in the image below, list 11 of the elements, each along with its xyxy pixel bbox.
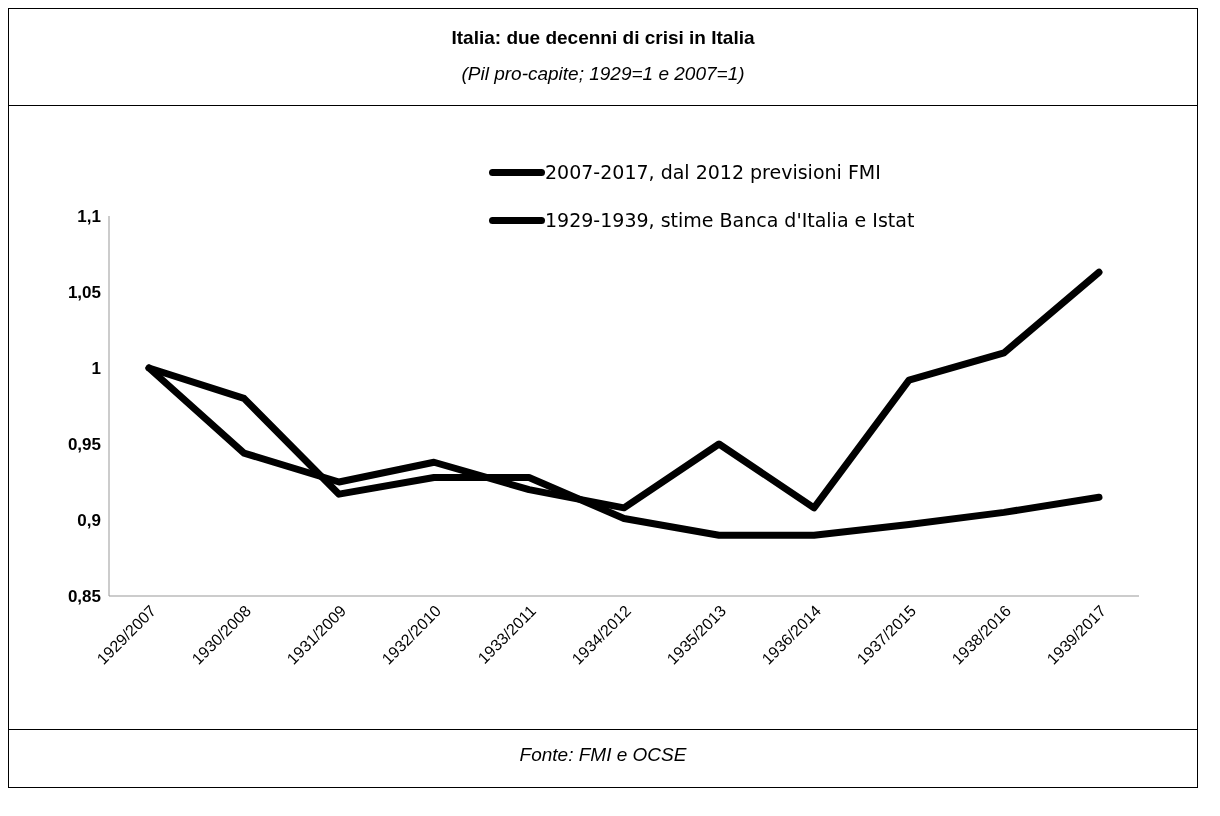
legend-label: 2007-2017, dal 2012 previsioni FMI xyxy=(545,161,881,183)
chart-subtitle: (Pil pro-capite; 1929=1 e 2007=1) xyxy=(460,63,746,85)
y-tick-label: 0,95 xyxy=(67,435,101,455)
y-tick-label: 1,1 xyxy=(77,207,101,227)
y-tick-label: 0,85 xyxy=(67,587,101,607)
legend-label: 1929-1939, stime Banca d'Italia e Istat xyxy=(545,209,915,231)
source-note: Fonte: FMI e OCSE xyxy=(518,744,688,766)
y-tick-label: 1,05 xyxy=(67,283,101,303)
chart-title: Italia: due decenni di crisi in Italia xyxy=(450,26,756,49)
y-tick-label: 1 xyxy=(91,359,101,379)
y-tick-label: 0,9 xyxy=(77,511,101,531)
